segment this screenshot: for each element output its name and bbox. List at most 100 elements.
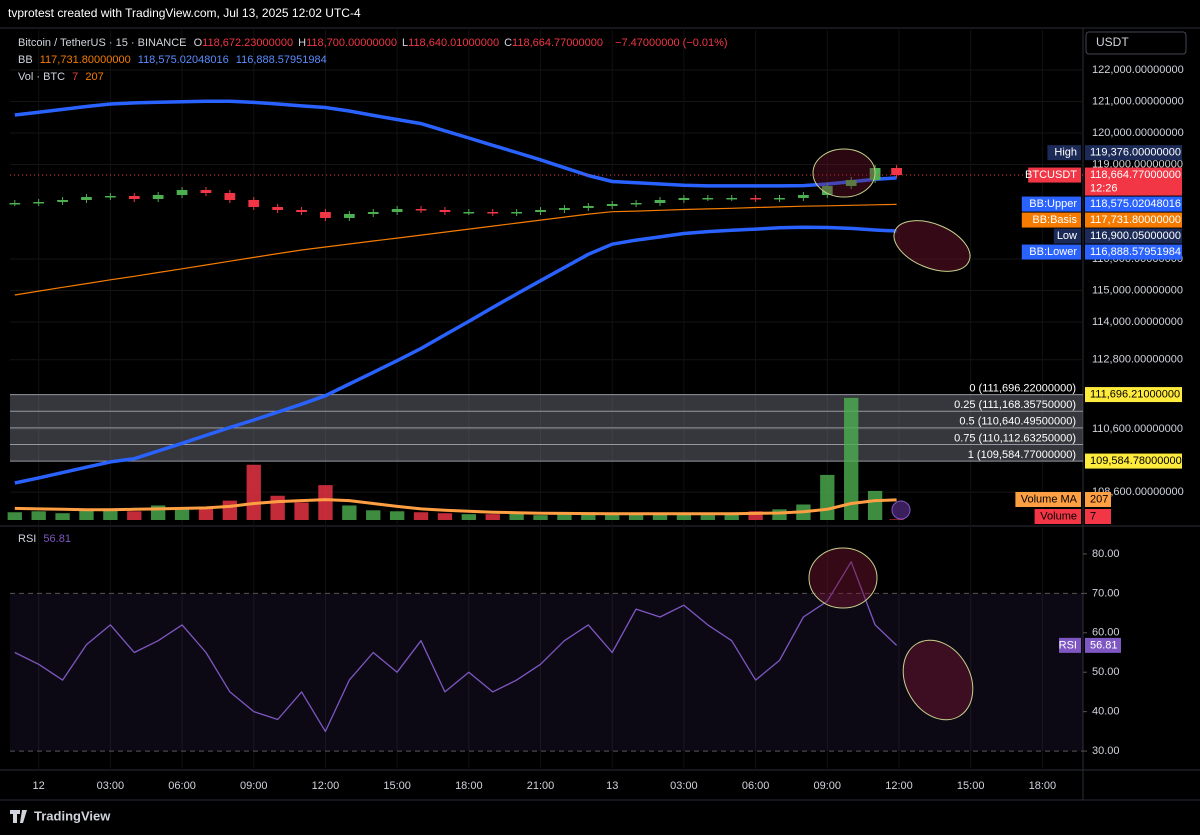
x-tick-label: 03:00 — [97, 780, 125, 792]
price-badge-name: BB:Lower — [1029, 246, 1077, 258]
candle — [343, 213, 355, 218]
candle — [33, 201, 45, 204]
x-tick-label: 09:00 — [814, 780, 842, 792]
volume-bar — [318, 485, 333, 520]
y-tick-label: 108,600.00000000 — [1092, 486, 1184, 498]
y-tick-label: 30.00 — [1092, 745, 1120, 757]
bb-upper: 118,575.02048016 — [137, 54, 229, 66]
price-badge-label: 117,731.80000000 — [1090, 214, 1181, 226]
x-tick-label: 13 — [606, 780, 618, 792]
y-tick-label: 120,000.00000000 — [1092, 127, 1184, 139]
volume-bar — [724, 513, 739, 520]
y-tick-label: 115,000.00000000 — [1092, 284, 1183, 296]
volume-bar — [461, 514, 477, 520]
candle — [798, 194, 809, 198]
x-tick-label: 06:00 — [742, 780, 770, 792]
price-badge-label: 116,900.05000000 — [1090, 230, 1181, 242]
price-badge-label: 111,696.21000000 — [1090, 388, 1180, 400]
price-badge — [1085, 196, 1182, 212]
legend-line: Vol · BTC 7 207 — [18, 71, 108, 83]
axis-unit: USDT — [1096, 35, 1129, 49]
rsi-badge-value: 56.81 — [1090, 639, 1118, 651]
x-tick-label: 18:00 — [455, 780, 483, 792]
price-badge — [1085, 145, 1182, 161]
price-badge-tag — [1028, 167, 1081, 183]
volume-bar — [55, 513, 70, 520]
highlight-ellipse — [812, 148, 876, 198]
candle — [774, 197, 785, 200]
legend-line: BB 117,731.80000000 118,575.02048016 116… — [18, 54, 331, 66]
rsi-badge-name: RSI — [1059, 639, 1077, 651]
candle — [726, 197, 738, 200]
y-tick-label: 119,000.00000000 — [1092, 158, 1183, 170]
bb-name: BB — [18, 54, 33, 66]
fib-label: 0.25 (111,168.35750000) — [954, 399, 1076, 411]
fib-label: 1 (109,584.77000000) — [968, 449, 1076, 461]
price-badge-name: Low — [1057, 230, 1077, 242]
logo — [10, 810, 27, 823]
price-badge-label: 109,584.78000000 — [1090, 455, 1182, 467]
candle — [248, 200, 260, 207]
y-tick-label: 40.00 — [1092, 706, 1120, 718]
vol-last: 7 — [72, 71, 79, 83]
x-tick-label: 12:00 — [312, 780, 340, 792]
annotations — [808, 148, 974, 721]
symbol: Bitcoin / TetherUS · 15 · BINANCE — [18, 37, 187, 49]
candle — [750, 197, 761, 200]
price-badge-label: 116,888.57951984 — [1090, 246, 1181, 258]
vol-ma: 207 — [85, 71, 104, 83]
volume-bar — [533, 515, 548, 520]
candle — [535, 209, 546, 213]
candle — [702, 197, 714, 200]
volume-bar — [437, 513, 453, 520]
ohlc-key: H — [298, 37, 307, 49]
ohlc-value: 118,664.77000000 — [512, 37, 603, 49]
countdown: 12:26 — [1090, 182, 1118, 194]
price-badge-tag — [1053, 228, 1081, 244]
candle — [463, 212, 475, 214]
candle — [320, 212, 331, 218]
price-badge-tag — [1047, 145, 1081, 161]
x-tick-label: 12 — [33, 780, 45, 792]
footer: TradingView — [10, 808, 111, 823]
bb-line — [14, 225, 897, 485]
unit-button[interactable] — [1085, 31, 1187, 55]
volume-bar — [485, 514, 500, 520]
rsi-badge — [1085, 637, 1121, 653]
ohlc-value: 118,640.01000000 — [408, 37, 500, 49]
candle — [630, 202, 642, 205]
volume-bar — [103, 508, 118, 520]
price-badge-label: 118,664.77000000 — [1090, 169, 1181, 181]
volume-badge-value: 7 — [1090, 510, 1096, 522]
rsi-name: RSI — [18, 533, 37, 545]
x-tick-label: 21:00 — [527, 780, 555, 792]
price-badge-name: BB:Upper — [1029, 198, 1077, 210]
y-tick-label: 70.00 — [1092, 587, 1120, 599]
candle — [224, 193, 236, 201]
price-badge-name: BB:Basis — [1032, 214, 1077, 226]
bb-line — [14, 203, 897, 296]
candle — [272, 206, 284, 210]
volume-bar — [79, 510, 94, 520]
volume-bar — [198, 507, 214, 520]
highlight-ellipse — [808, 547, 878, 609]
price-badge-tag — [1021, 196, 1081, 212]
price-badge — [1085, 387, 1182, 403]
candle — [511, 212, 523, 214]
y-tick-label: 80.00 — [1092, 548, 1120, 560]
bb-line — [14, 99, 897, 188]
vol-name: Vol · BTC — [18, 71, 66, 83]
volume-badge — [1085, 492, 1111, 507]
candle — [128, 196, 140, 199]
volume-bar — [246, 464, 261, 520]
y-tick-label: 110,600.00000000 — [1092, 423, 1183, 435]
candle — [391, 209, 403, 213]
ohlc: O118,672.23000000 H118,700.00000000 L118,6… — [194, 37, 608, 49]
candle — [81, 197, 92, 201]
candle — [487, 212, 499, 214]
highlight-ellipse — [893, 220, 971, 272]
candle — [678, 197, 690, 201]
rsi-line — [14, 561, 898, 733]
y-tick-label: 121,000.00000000 — [1092, 95, 1184, 107]
alert-icon — [891, 500, 911, 520]
